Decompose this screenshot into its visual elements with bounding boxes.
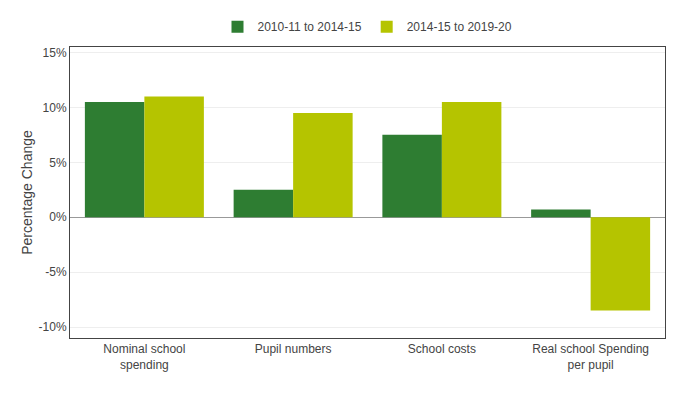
svg-text:Percentage Change: Percentage Change — [19, 130, 35, 255]
svg-text:School costs: School costs — [408, 342, 476, 356]
svg-text:Pupil numbers: Pupil numbers — [255, 342, 332, 356]
svg-text:15%: 15% — [43, 46, 67, 60]
svg-text:-10%: -10% — [39, 320, 67, 334]
svg-text:Nominal schoolspending: Nominal schoolspending — [103, 342, 185, 372]
svg-text:-5%: -5% — [45, 265, 67, 279]
svg-text:2010-11 to 2014-15: 2010-11 to 2014-15 — [258, 20, 362, 34]
svg-text:0%: 0% — [49, 210, 67, 224]
svg-text:10%: 10% — [43, 101, 67, 115]
svg-text:Real school Spendingper pupil: Real school Spendingper pupil — [532, 342, 649, 372]
svg-text:5%: 5% — [49, 156, 67, 170]
svg-text:2014-15 to 2019-20: 2014-15 to 2019-20 — [407, 20, 512, 34]
